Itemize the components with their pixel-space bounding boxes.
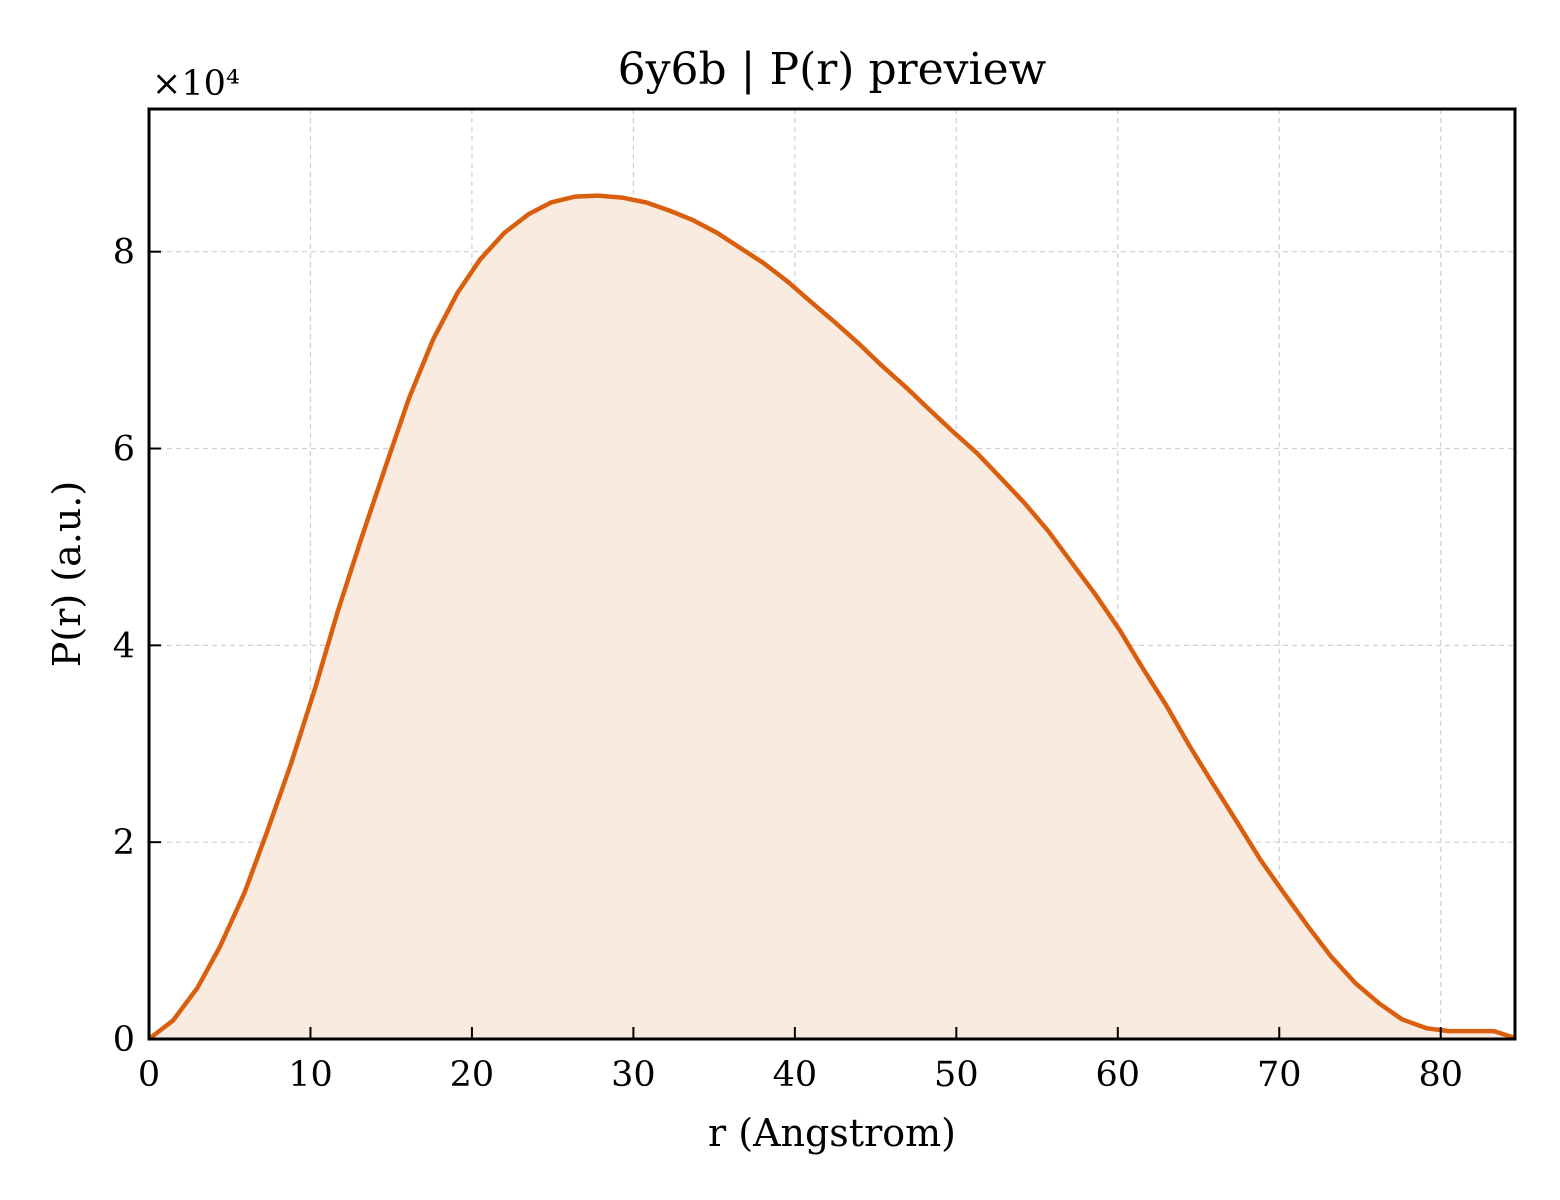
- x-tick-label-80: 80: [1418, 1055, 1463, 1095]
- plot-frame: [147, 107, 1517, 1041]
- x-tick-label-20: 20: [450, 1055, 495, 1095]
- x-tick-label-0: 0: [138, 1055, 160, 1095]
- y-tick-label-6: 6: [113, 430, 135, 470]
- y-tick-label-8: 8: [113, 233, 135, 273]
- axis-ticks: 0 10 20 30 40 50 60 70 80 0 2 4 6 8: [113, 233, 1463, 1095]
- chart-title: 6y6b | P(r) preview: [618, 44, 1047, 95]
- pr-area-fill: [149, 195, 1515, 1040]
- y-axis-multiplier: ×10⁴: [152, 64, 240, 104]
- x-tick-label-50: 50: [934, 1055, 979, 1095]
- y-tick-label-0: 0: [113, 1020, 135, 1060]
- x-axis-label: r (Angstrom): [708, 1111, 956, 1155]
- x-tick-label-60: 60: [1096, 1055, 1141, 1095]
- x-tick-label-30: 30: [611, 1055, 656, 1095]
- x-tick-label-40: 40: [773, 1055, 818, 1095]
- x-tick-label-70: 70: [1257, 1055, 1302, 1095]
- pr-series-line: [147, 193, 1516, 1041]
- y-tick-label-4: 4: [113, 626, 135, 666]
- x-tick-label-10: 10: [288, 1055, 333, 1095]
- y-axis-label: P(r) (a.u.): [45, 481, 89, 667]
- y-tick-label-2: 2: [113, 823, 135, 863]
